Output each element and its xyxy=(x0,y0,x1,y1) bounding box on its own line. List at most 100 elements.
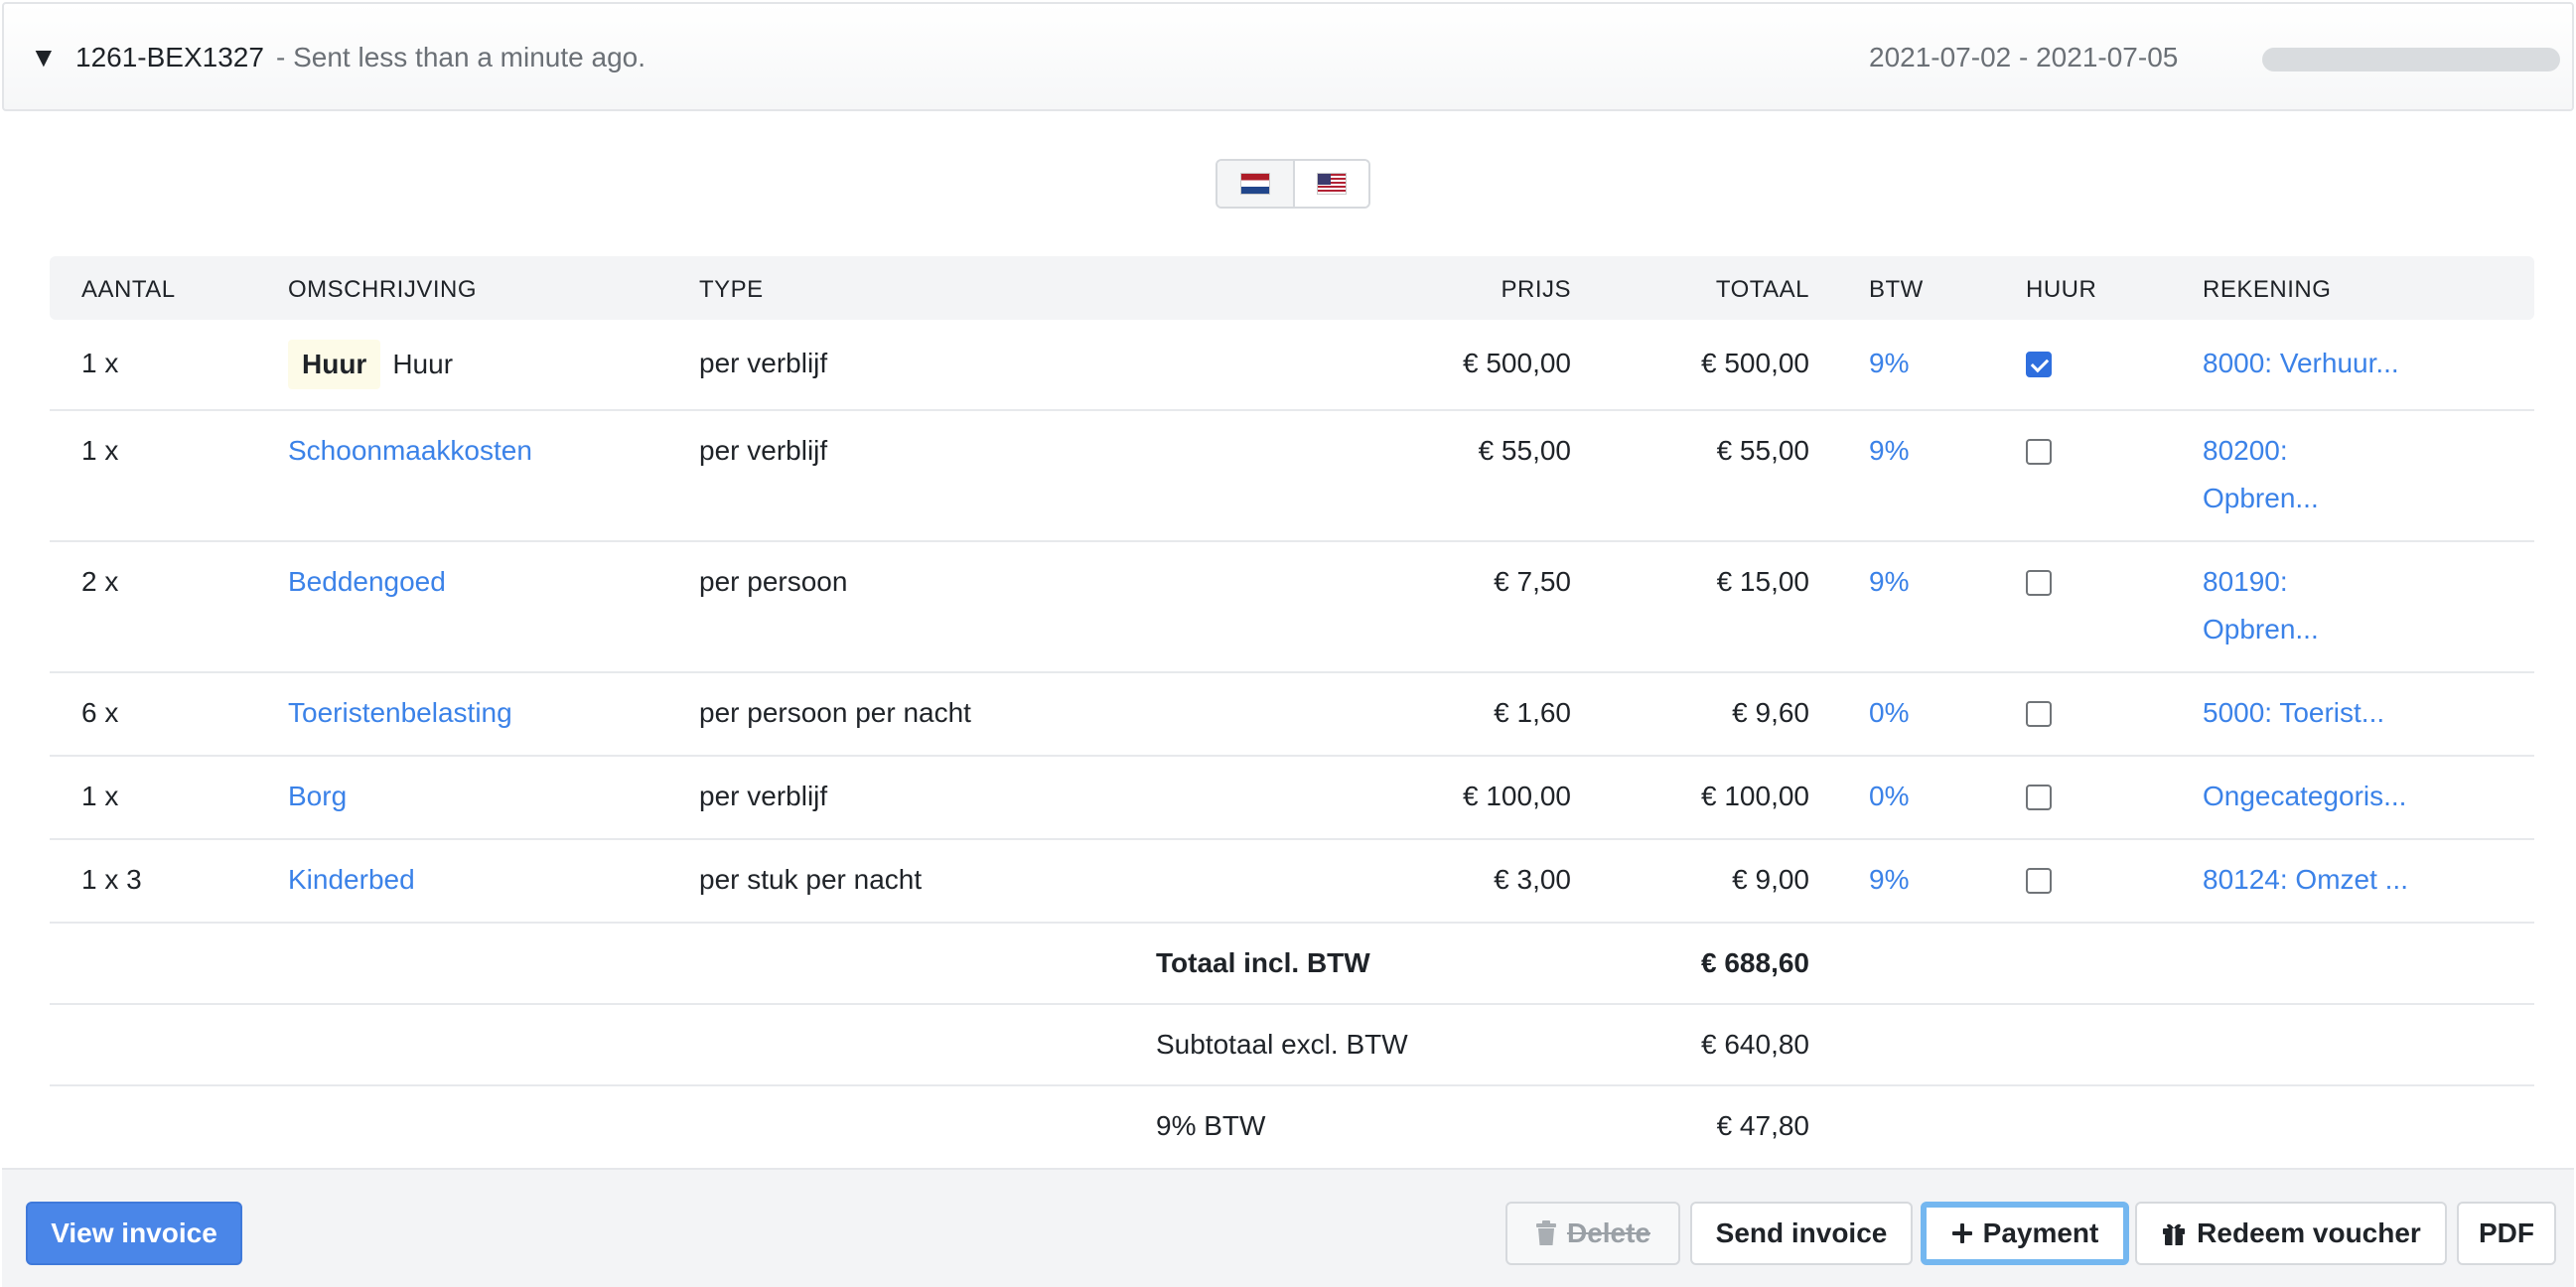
table-row: 1 x Borg per verblijf € 100,00 € 100,00 … xyxy=(50,757,2534,840)
row-quantity: 2 x xyxy=(81,566,119,597)
row-account-link[interactable]: 80200: Opbren... xyxy=(2203,435,2319,513)
flag-nl-icon xyxy=(1240,173,1270,195)
summary-label: 9% BTW xyxy=(1156,1110,1266,1141)
view-invoice-button[interactable]: View invoice xyxy=(26,1202,242,1265)
delete-button[interactable]: Delete xyxy=(1505,1202,1680,1265)
view-invoice-label: View invoice xyxy=(51,1217,217,1248)
pdf-label: PDF xyxy=(2479,1217,2534,1248)
row-btw-link[interactable]: 9% xyxy=(1869,348,1910,378)
col-omschrijving: OMSCHRIJVING xyxy=(288,276,478,303)
sent-status: - Sent less than a minute ago. xyxy=(276,42,645,72)
language-en-button[interactable] xyxy=(1293,161,1368,207)
row-quantity: 6 x xyxy=(81,697,119,728)
row-type: per persoon xyxy=(699,566,848,597)
trash-icon xyxy=(1535,1220,1556,1245)
summary-row-subtotal: Subtotaal excl. BTW € 640,80 xyxy=(50,1005,2534,1086)
send-invoice-button[interactable]: Send invoice xyxy=(1690,1202,1913,1265)
row-btw-link[interactable]: 0% xyxy=(1869,781,1910,811)
row-type: per stuk per nacht xyxy=(699,864,923,895)
row-type: per persoon per nacht xyxy=(699,697,971,728)
row-description-text: Huur xyxy=(392,349,454,379)
collapse-caret-icon[interactable]: ▼ xyxy=(30,42,58,72)
row-huur-cell xyxy=(2026,785,2052,814)
flag-us-icon xyxy=(1317,173,1347,195)
row-huur-cell xyxy=(2026,352,2052,381)
summary-row-total: Totaal incl. BTW € 688,60 xyxy=(50,924,2534,1005)
row-account-link[interactable]: 5000: Toerist... xyxy=(2203,697,2385,728)
row-account-link[interactable]: Ongecategoris... xyxy=(2203,781,2407,811)
plus-icon xyxy=(1951,1223,1972,1243)
pdf-button[interactable]: PDF xyxy=(2457,1202,2556,1265)
col-rekening: REKENING xyxy=(2203,276,2332,303)
row-type: per verblijf xyxy=(699,781,828,811)
send-invoice-label: Send invoice xyxy=(1715,1217,1888,1248)
row-quantity: 1 x xyxy=(81,435,119,466)
table-row: 1 x Schoonmaakkosten per verblijf € 55,0… xyxy=(50,411,2534,542)
row-total: € 100,00 xyxy=(1701,781,1809,811)
gift-icon xyxy=(2163,1223,2186,1245)
row-quantity: 1 x xyxy=(81,781,119,811)
row-account-link[interactable]: 8000: Verhuur... xyxy=(2203,348,2399,378)
payment-label: Payment xyxy=(1982,1217,2099,1248)
huur-checkbox[interactable] xyxy=(2026,352,2052,377)
row-total: € 9,60 xyxy=(1732,697,1809,728)
row-btw-link[interactable]: 0% xyxy=(1869,697,1910,728)
summary-label: Subtotaal excl. BTW xyxy=(1156,1029,1408,1060)
col-type: TYPE xyxy=(699,276,764,303)
language-nl-button[interactable] xyxy=(1217,161,1293,207)
redeem-voucher-button[interactable]: Redeem voucher xyxy=(2135,1202,2447,1265)
summary-value: € 47,80 xyxy=(1716,1110,1809,1141)
huur-checkbox[interactable] xyxy=(2026,868,2052,894)
row-description-link[interactable]: Schoonmaakkosten xyxy=(288,435,532,466)
summary-value: € 688,60 xyxy=(1701,947,1809,978)
col-prijs: PRIJS xyxy=(1501,276,1571,303)
huur-checkbox[interactable] xyxy=(2026,439,2052,465)
row-account-link[interactable]: 80124: Omzet ... xyxy=(2203,864,2408,895)
huur-checkbox[interactable] xyxy=(2026,785,2052,810)
action-bar: View invoice Delete Send invoice Payment… xyxy=(2,1168,2574,1287)
delete-label: Delete xyxy=(1566,1217,1651,1248)
row-description-link[interactable]: Borg xyxy=(288,781,348,811)
row-price: € 7,50 xyxy=(1494,566,1571,597)
huur-badge: Huur xyxy=(288,340,381,389)
table-header: AANTAL OMSCHRIJVING TYPE PRIJS TOTAAL BT… xyxy=(50,256,2534,320)
invoice-lines-table: AANTAL OMSCHRIJVING TYPE PRIJS TOTAAL BT… xyxy=(50,256,2534,1168)
row-description: Huur Huur xyxy=(288,340,453,389)
huur-checkbox[interactable] xyxy=(2026,570,2052,596)
payment-button[interactable]: Payment xyxy=(1921,1202,2129,1265)
row-btw-link[interactable]: 9% xyxy=(1869,566,1910,597)
row-quantity: 1 x 3 xyxy=(81,864,142,895)
row-price: € 1,60 xyxy=(1494,697,1571,728)
table-row: 1 x Huur Huur per verblijf € 500,00 € 500… xyxy=(50,320,2534,411)
row-btw-link[interactable]: 9% xyxy=(1869,435,1910,466)
payment-progress-bar xyxy=(2262,48,2560,72)
row-btw-link[interactable]: 9% xyxy=(1869,864,1910,895)
row-account-link[interactable]: 80190: Opbren... xyxy=(2203,566,2319,644)
row-description-link[interactable]: Toeristenbelasting xyxy=(288,697,512,728)
row-description-link[interactable]: Beddengoed xyxy=(288,566,446,597)
row-description-link[interactable]: Kinderbed xyxy=(288,864,415,895)
invoice-reference: 1261-BEX1327 xyxy=(75,42,264,72)
row-huur-cell xyxy=(2026,439,2052,469)
row-huur-cell xyxy=(2026,701,2052,731)
invoice-header[interactable]: ▼ 1261-BEX1327 - Sent less than a minute… xyxy=(2,2,2574,111)
table-row: 1 x 3 Kinderbed per stuk per nacht € 3,0… xyxy=(50,840,2534,924)
row-huur-cell xyxy=(2026,868,2052,898)
row-type: per verblijf xyxy=(699,348,828,378)
col-totaal: TOTAAL xyxy=(1715,276,1809,303)
row-huur-cell xyxy=(2026,570,2052,600)
row-price: € 3,00 xyxy=(1494,864,1571,895)
language-switch xyxy=(1216,159,1370,209)
huur-checkbox[interactable] xyxy=(2026,701,2052,727)
row-type: per verblijf xyxy=(699,435,828,466)
row-price: € 55,00 xyxy=(1478,435,1571,466)
col-huur: HUUR xyxy=(2026,276,2097,303)
row-total: € 15,00 xyxy=(1716,566,1809,597)
row-price: € 100,00 xyxy=(1463,781,1571,811)
row-price: € 500,00 xyxy=(1463,348,1571,378)
summary-label: Totaal incl. BTW xyxy=(1156,947,1370,978)
row-total: € 500,00 xyxy=(1701,348,1809,378)
stay-dates: 2021-07-02 - 2021-07-05 xyxy=(1869,42,2179,72)
row-quantity: 1 x xyxy=(81,348,119,378)
table-row: 2 x Beddengoed per persoon € 7,50 € 15,0… xyxy=(50,542,2534,673)
